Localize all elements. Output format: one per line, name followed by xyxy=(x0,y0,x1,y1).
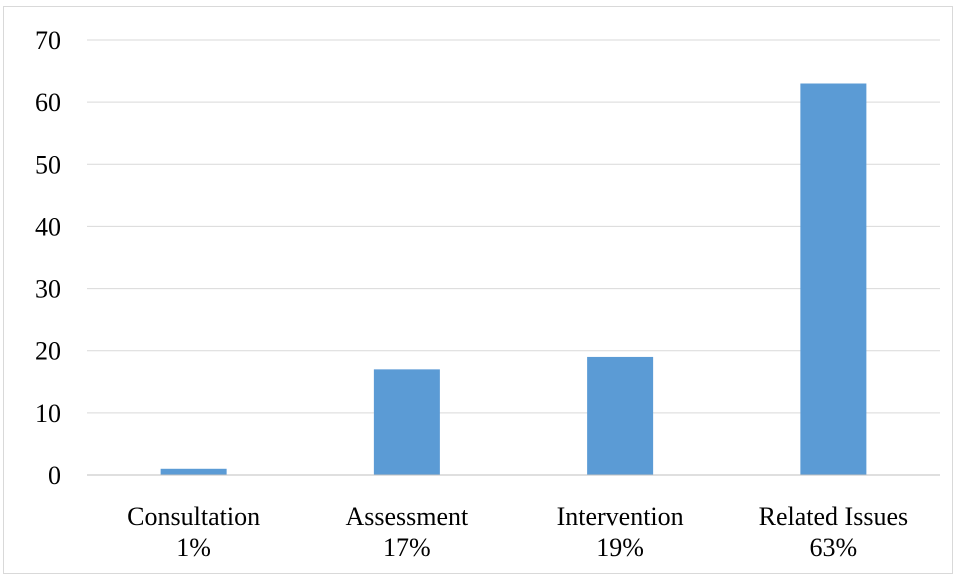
category-percent: 17% xyxy=(383,533,431,562)
x-tick-label-0: Consultation 1% xyxy=(127,502,260,562)
x-tick-label-3: Related Issues 63% xyxy=(759,502,908,562)
category-name: Assessment xyxy=(345,502,469,531)
y-tick-label-60: 60 xyxy=(35,88,61,117)
category-name: Consultation xyxy=(127,502,260,531)
y-tick-label-70: 70 xyxy=(35,26,61,55)
bar-2 xyxy=(587,356,654,475)
y-tick-label-40: 40 xyxy=(35,212,61,241)
bars xyxy=(160,83,867,475)
y-tick-label-20: 20 xyxy=(35,337,61,366)
category-name: Related Issues xyxy=(759,502,908,531)
bar-1 xyxy=(373,369,440,475)
y-tick-label-30: 30 xyxy=(35,275,61,304)
bar-0 xyxy=(160,468,227,475)
chart-frame xyxy=(3,6,953,574)
category-percent: 63% xyxy=(810,533,858,562)
y-tick-label-50: 50 xyxy=(35,150,61,179)
x-tick-label-1: Assessment 17% xyxy=(345,502,469,562)
category-name: Intervention xyxy=(557,502,684,531)
gridlines xyxy=(87,39,940,414)
y-tick-label-10: 10 xyxy=(35,399,61,428)
bar-3 xyxy=(800,83,867,475)
category-percent: 19% xyxy=(596,533,644,562)
category-percent: 1% xyxy=(176,533,211,562)
x-tick-labels: Consultation 1%Assessment 17%Intervention 1… xyxy=(127,502,908,562)
y-tick-label-0: 0 xyxy=(48,461,61,490)
y-tick-labels: 0 10 20 30 40 50 60 70 xyxy=(35,26,61,490)
x-tick-label-2: Intervention 19% xyxy=(557,502,684,562)
